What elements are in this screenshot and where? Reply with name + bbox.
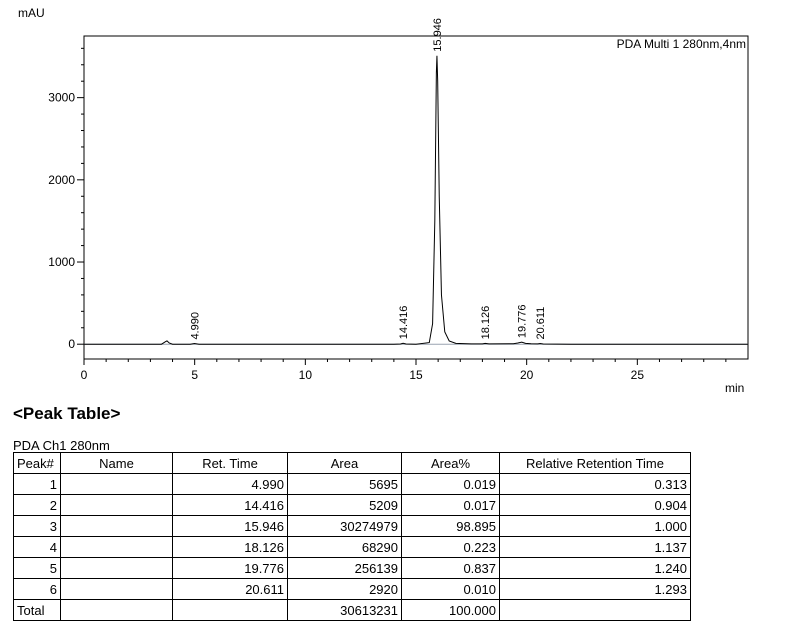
cell-area: 5209	[287, 494, 402, 516]
chromatogram-trace	[84, 55, 748, 345]
cell-rrt: 0.313	[499, 473, 691, 495]
cell-total-name	[60, 599, 173, 621]
header-relative-retention-time: Relative Retention Time	[499, 452, 691, 474]
cell-rrt: 1.293	[499, 578, 691, 600]
table-row: 5 19.776 256139 0.837 1.240	[13, 557, 691, 579]
peak-label: 19.776	[517, 304, 529, 338]
x-tick-label: 0	[81, 368, 88, 382]
cell-total-rrt	[499, 599, 691, 621]
header-area: Area	[287, 452, 402, 474]
cell-area: 256139	[287, 557, 402, 579]
peak-label: 20.611	[535, 307, 547, 340]
y-tick-label: 2000	[48, 173, 75, 187]
peak-table-title: <Peak Table>	[13, 404, 121, 423]
cell-name	[60, 494, 173, 516]
header-peak-number: Peak#	[13, 452, 61, 474]
cell-name	[60, 515, 173, 537]
cell-area: 68290	[287, 536, 402, 558]
table-total-row: Total 30613231 100.000	[13, 599, 691, 621]
cell-area: 5695	[287, 473, 402, 495]
table-row: 2 14.416 5209 0.017 0.904	[13, 494, 691, 516]
x-tick-label: 10	[299, 368, 313, 382]
cell-name	[60, 557, 173, 579]
peak-table-channel: PDA Ch1 280nm	[13, 438, 110, 453]
x-tick-label: 15	[409, 368, 423, 382]
peak-label: 18.126	[480, 306, 492, 340]
table-row: 3 15.946 30274979 98.895 1.000	[13, 515, 691, 537]
y-tick-label: 3000	[48, 91, 75, 105]
cell-area: 30274979	[287, 515, 402, 537]
x-axis-ticks: 0 5 10 15 20 25	[81, 359, 727, 382]
chromatogram-chart: 0 5 10 15 20 25 0 1000 2000 3000 4.990 14.416 15.9…	[48, 18, 749, 382]
chart-legend: PDA Multi 1 280nm,4nm	[617, 37, 746, 51]
cell-ret-time: 20.611	[172, 578, 288, 600]
x-tick-label: 5	[191, 368, 198, 382]
y-tick-label: 0	[68, 337, 75, 351]
cell-total-area: 30613231	[287, 599, 402, 621]
x-axis-unit-label: min	[725, 381, 745, 395]
y-tick-label: 1000	[48, 255, 75, 269]
cell-ret-time: 19.776	[172, 557, 288, 579]
cell-area-percent: 0.010	[401, 578, 500, 600]
peak-label: 14.416	[398, 306, 410, 340]
cell-peak-number: 2	[13, 494, 61, 516]
header-area-percent: Area%	[401, 452, 500, 474]
peak-label: 4.990	[189, 312, 201, 340]
cell-name	[60, 536, 173, 558]
header-name: Name	[60, 452, 173, 474]
cell-peak-number: 6	[13, 578, 61, 600]
cell-total-label: Total	[13, 599, 61, 621]
peak-table: Peak# Name Ret. Time Area Area% Relative…	[13, 452, 691, 621]
cell-name	[60, 578, 173, 600]
cell-peak-number: 4	[13, 536, 61, 558]
plot-frame	[83, 35, 749, 360]
cell-name	[60, 473, 173, 495]
peak-label: 15.946	[432, 18, 444, 52]
y-axis-unit-label: mAU	[18, 6, 45, 20]
y-axis-ticks: 0 1000 2000 3000	[48, 47, 84, 351]
cell-area: 2920	[287, 578, 402, 600]
cell-area-percent: 0.017	[401, 494, 500, 516]
cell-area-percent: 0.019	[401, 473, 500, 495]
table-row: 1 4.990 5695 0.019 0.313	[13, 473, 691, 495]
cell-area-percent: 98.895	[401, 515, 500, 537]
cell-rrt: 1.000	[499, 515, 691, 537]
cell-area-percent: 0.837	[401, 557, 500, 579]
header-ret-time: Ret. Time	[172, 452, 288, 474]
cell-peak-number: 1	[13, 473, 61, 495]
cell-ret-time: 15.946	[172, 515, 288, 537]
peak-labels: 4.990 14.416 15.946 18.126 19.776 20.611	[189, 18, 547, 339]
table-row: 6 20.611 2920 0.010 1.293	[13, 578, 691, 600]
cell-peak-number: 5	[13, 557, 61, 579]
table-row: 4 18.126 68290 0.223 1.137	[13, 536, 691, 558]
peak-table-header-row: Peak# Name Ret. Time Area Area% Relative…	[13, 452, 691, 474]
cell-ret-time: 18.126	[172, 536, 288, 558]
cell-ret-time: 14.416	[172, 494, 288, 516]
cell-ret-time: 4.990	[172, 473, 288, 495]
x-tick-label: 25	[631, 368, 645, 382]
cell-rrt: 1.240	[499, 557, 691, 579]
cell-total-area-percent: 100.000	[401, 599, 500, 621]
cell-rrt: 1.137	[499, 536, 691, 558]
cell-peak-number: 3	[13, 515, 61, 537]
x-tick-label: 20	[520, 368, 534, 382]
cell-area-percent: 0.223	[401, 536, 500, 558]
cell-rrt: 0.904	[499, 494, 691, 516]
cell-total-ret-time	[172, 599, 288, 621]
